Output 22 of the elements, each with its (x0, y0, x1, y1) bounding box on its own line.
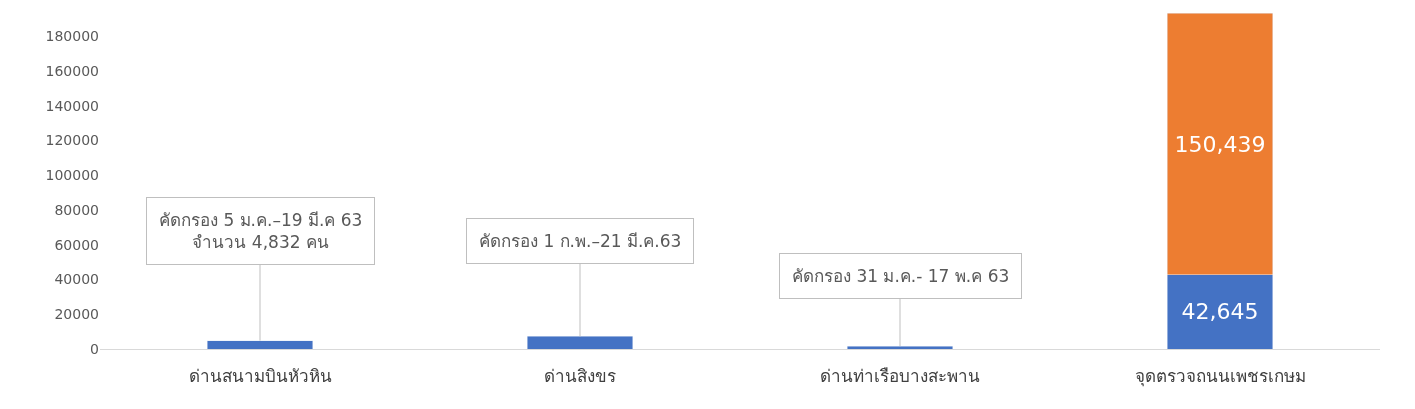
y-tick-label: 0 (90, 340, 99, 357)
y-tick-label: 120000 (45, 132, 99, 149)
bar (526, 336, 634, 349)
y-tick-label: 100000 (45, 167, 99, 184)
x-tick-label: ด่านสิงขร (544, 366, 616, 387)
x-tick-label: ด่านท่าเรือบางสะพาน (820, 366, 980, 387)
bar (846, 345, 954, 349)
y-tick-label: 140000 (45, 97, 99, 114)
annotation: คัดกรอง 5 ม.ค.–19 มี.ค 63 จำนวน 4,832 คน (159, 210, 363, 253)
x-tick-label: ด่านสนามบินหัวหิน (188, 366, 332, 387)
y-tick-label: 80000 (54, 201, 99, 218)
bar (206, 340, 314, 349)
y-tick-label: 160000 (45, 62, 99, 79)
y-tick-label: 60000 (54, 236, 99, 253)
data-label: 42,645 (1181, 299, 1259, 325)
data-label: 150,439 (1174, 131, 1266, 157)
y-tick-label: 180000 (45, 27, 99, 44)
annotation: คัดกรอง 31 ม.ค.- 17 พ.ค 63 (792, 266, 1010, 286)
x-tick-label: จุดตรวจถนนเพชรเกษม (1134, 366, 1306, 388)
y-tick-label: 20000 (54, 306, 99, 323)
annotation: คัดกรอง 1 ก.พ.–21 มี.ค.63 (479, 231, 682, 251)
y-tick-label: 40000 (54, 271, 99, 288)
